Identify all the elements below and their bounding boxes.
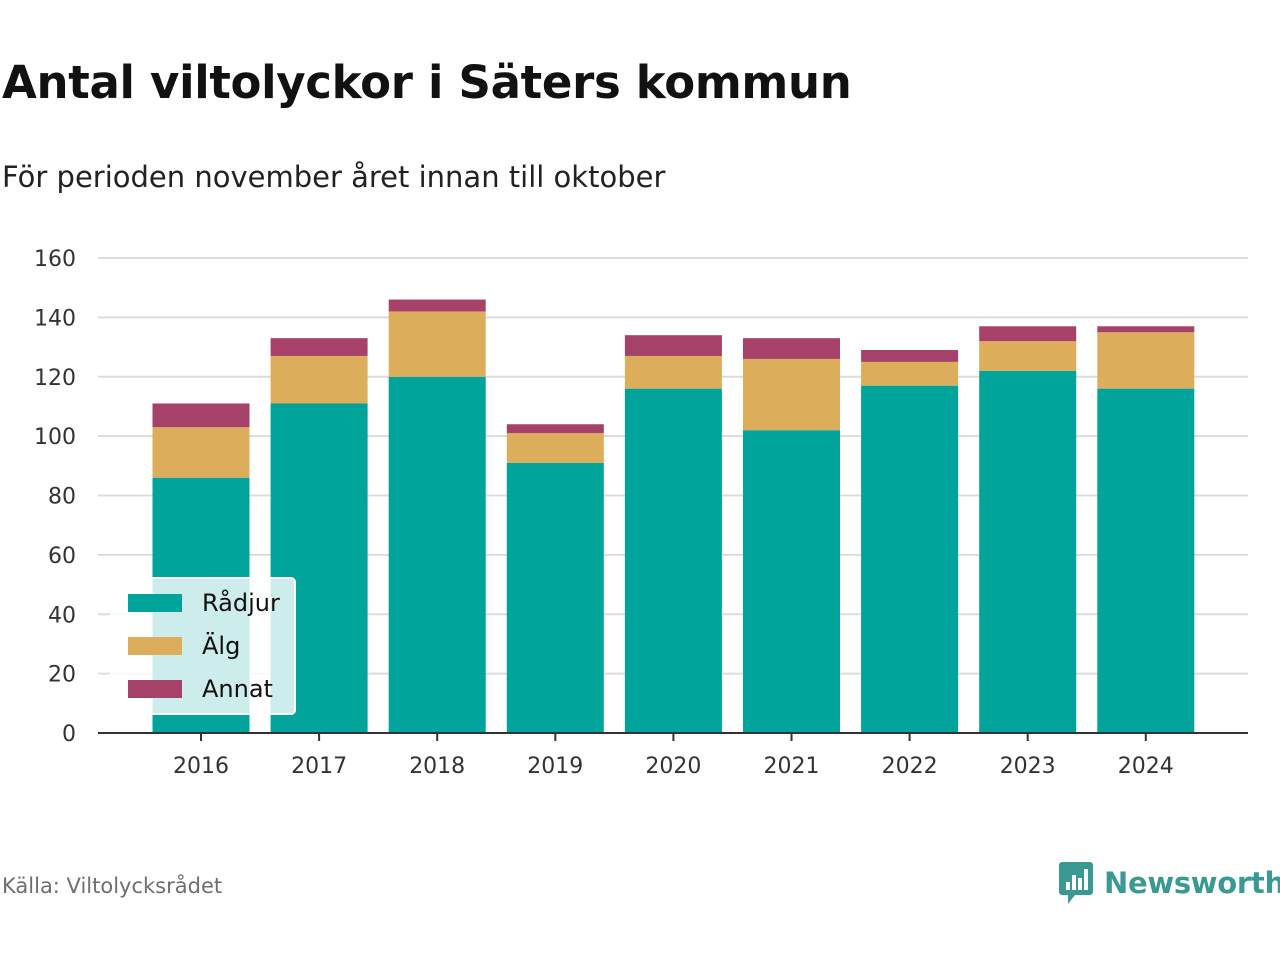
bar-segment bbox=[1097, 388, 1195, 733]
y-tick-label: 60 bbox=[48, 544, 76, 569]
bar-segment bbox=[743, 338, 840, 359]
legend-swatch bbox=[128, 637, 182, 655]
bar-segment bbox=[624, 388, 722, 733]
bar-segment bbox=[506, 462, 604, 733]
y-tick-label: 40 bbox=[48, 603, 76, 628]
x-tick-label: 2016 bbox=[173, 754, 229, 779]
chart-title: Antal viltolyckor i Säters kommun bbox=[2, 56, 852, 109]
bar-segment bbox=[506, 424, 604, 434]
bar-segment bbox=[743, 430, 840, 733]
brand-logo: Newsworthy bbox=[1058, 860, 1280, 906]
bar-segment bbox=[506, 433, 604, 463]
legend-label: Annat bbox=[202, 675, 273, 703]
y-tick-label: 80 bbox=[48, 485, 76, 510]
bar-segment bbox=[270, 338, 368, 356]
bar-segment bbox=[743, 358, 840, 431]
y-tick-label: 0 bbox=[62, 722, 76, 747]
bar-segment bbox=[1097, 332, 1195, 389]
y-tick-label: 160 bbox=[34, 247, 76, 272]
bar-segment bbox=[388, 311, 486, 377]
x-tick-label: 2018 bbox=[409, 754, 465, 779]
x-tick-label: 2024 bbox=[1118, 754, 1174, 779]
x-tick-label: 2021 bbox=[764, 754, 820, 779]
bar-chart-speech-bubble-icon bbox=[1059, 862, 1093, 904]
bar-segment bbox=[861, 361, 959, 386]
legend-label: Älg bbox=[202, 631, 240, 660]
y-tick-label: 140 bbox=[34, 306, 76, 331]
bar-segment bbox=[624, 335, 722, 356]
chart-subtitle: För perioden november året innan till ok… bbox=[2, 160, 666, 194]
x-tick-label: 2017 bbox=[291, 754, 347, 779]
legend-label: Rådjur bbox=[202, 588, 280, 617]
bar-segment bbox=[388, 299, 486, 312]
bar-segment bbox=[152, 403, 250, 428]
x-tick-label: 2020 bbox=[645, 754, 701, 779]
bar-segment bbox=[388, 376, 486, 733]
bar-segment bbox=[1097, 326, 1195, 333]
bar-segment bbox=[979, 370, 1077, 733]
bar-segment bbox=[152, 427, 250, 478]
source-note: Källa: Viltolycksrådet bbox=[2, 874, 223, 898]
legend-swatch bbox=[128, 594, 182, 612]
y-tick-label: 20 bbox=[48, 663, 76, 688]
x-tick-label: 2019 bbox=[527, 754, 583, 779]
brand-name: Newsworthy bbox=[1104, 866, 1280, 900]
bar-segment bbox=[270, 355, 368, 404]
bar-segment bbox=[861, 350, 959, 362]
bar-segment bbox=[861, 385, 959, 733]
x-tick-label: 2022 bbox=[882, 754, 938, 779]
x-tick-label: 2023 bbox=[1000, 754, 1056, 779]
y-tick-label: 120 bbox=[34, 366, 76, 391]
bar-segment bbox=[979, 326, 1077, 342]
bar-segment bbox=[624, 355, 722, 389]
y-tick-label: 100 bbox=[34, 425, 76, 450]
bar-segment bbox=[979, 341, 1077, 371]
legend-swatch bbox=[128, 680, 182, 698]
